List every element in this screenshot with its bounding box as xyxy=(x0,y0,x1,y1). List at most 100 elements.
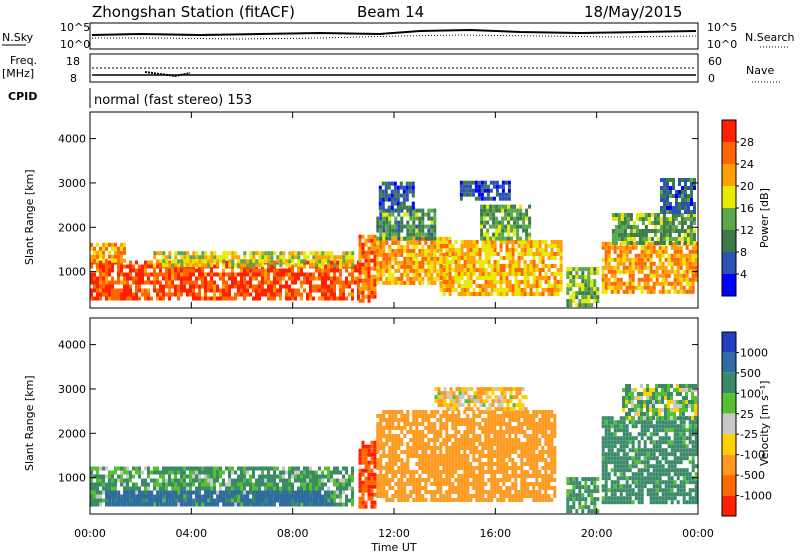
power-heatmap xyxy=(90,178,698,308)
heatmap-cell xyxy=(348,482,351,487)
heatmap-cell xyxy=(303,498,307,503)
heatmap-cell xyxy=(613,273,617,278)
heatmap-cell xyxy=(93,490,96,495)
heatmap-cell xyxy=(442,284,446,288)
heatmap-cell xyxy=(321,498,325,503)
heatmap-cell xyxy=(373,246,377,251)
heatmap-cell xyxy=(406,422,410,426)
heatmap-cell xyxy=(186,263,190,268)
heatmap-cell xyxy=(556,248,560,252)
heatmap-cell xyxy=(522,216,526,221)
heatmap-cell xyxy=(379,466,383,470)
heatmap-cell xyxy=(222,251,226,256)
heatmap-cell xyxy=(492,220,496,225)
heatmap-cell xyxy=(390,201,394,206)
heatmap-cell xyxy=(457,454,461,458)
heatmap-cell xyxy=(496,478,500,482)
heatmap-cell xyxy=(448,474,452,478)
heatmap-cell xyxy=(469,292,473,296)
heatmap-cell xyxy=(433,450,437,454)
heatmap-cell xyxy=(553,256,557,260)
heatmap-cell xyxy=(460,272,464,276)
heatmap-cell xyxy=(213,255,217,260)
heatmap-cell xyxy=(243,268,246,273)
heatmap-cell xyxy=(505,280,509,284)
heatmap-cell xyxy=(291,255,295,260)
heatmap-cell xyxy=(198,494,202,499)
heatmap-cell xyxy=(472,438,476,442)
heatmap-cell xyxy=(270,502,274,507)
heatmap-cell xyxy=(457,466,461,470)
heatmap-cell xyxy=(348,251,352,256)
heatmap-cell xyxy=(312,490,316,495)
heatmap-cell xyxy=(385,498,389,502)
heatmap-cell xyxy=(538,260,542,264)
heatmap-cell xyxy=(436,474,440,478)
heatmap-cell xyxy=(108,242,111,247)
heatmap-cell xyxy=(406,470,410,474)
heatmap-cell xyxy=(210,474,213,479)
heatmap-cell xyxy=(526,244,530,248)
heatmap-cell xyxy=(406,482,410,486)
heatmap-cell xyxy=(192,490,196,495)
heatmap-cell xyxy=(472,430,476,434)
heatmap-cell xyxy=(168,288,171,293)
heatmap-cell xyxy=(345,268,348,273)
heatmap-cell xyxy=(465,188,469,193)
heatmap-cell xyxy=(607,249,611,254)
heatmap-cell xyxy=(448,454,452,458)
heatmap-cell xyxy=(424,232,428,237)
heatmap-cell xyxy=(213,502,217,507)
heatmap-cell xyxy=(273,268,276,273)
heatmap-cell xyxy=(370,242,374,247)
heatmap-cell xyxy=(237,486,240,491)
heatmap-cell xyxy=(664,245,668,250)
heatmap-cell xyxy=(480,188,484,193)
heatmap-cell xyxy=(378,197,382,202)
heatmap-cell xyxy=(409,208,413,213)
heatmap-cell xyxy=(93,250,96,255)
heatmap-cell xyxy=(400,216,404,221)
heatmap-cell xyxy=(400,418,404,422)
heatmap-cell xyxy=(403,486,407,490)
heatmap-cell xyxy=(544,490,548,494)
heatmap-cell xyxy=(424,414,428,418)
heatmap-cell xyxy=(333,284,336,289)
heatmap-cell xyxy=(502,458,506,462)
heatmap-cell xyxy=(361,504,365,509)
heatmap-cell xyxy=(336,268,339,273)
heatmap-cell xyxy=(318,272,321,277)
heatmap-cell xyxy=(415,430,419,434)
heatmap-cell xyxy=(388,470,392,474)
heatmap-cell xyxy=(495,192,499,197)
heatmap-cell xyxy=(297,272,300,277)
heatmap-cell xyxy=(394,434,398,438)
heatmap-cell xyxy=(370,234,374,239)
heatmap-cell xyxy=(318,259,322,264)
heatmap-cell xyxy=(472,474,476,478)
heatmap-cell xyxy=(324,498,328,503)
heatmap-cell xyxy=(207,280,210,285)
heatmap-cell xyxy=(240,263,244,268)
heatmap-cell xyxy=(391,494,395,498)
heatmap-cell xyxy=(694,261,698,266)
heatmap-cell xyxy=(405,197,409,202)
heatmap-cell xyxy=(652,285,656,290)
heatmap-cell xyxy=(90,272,93,277)
heatmap-cell xyxy=(484,438,488,442)
heatmap-cell xyxy=(517,272,521,276)
heatmap-cell xyxy=(388,256,392,261)
heatmap-cell xyxy=(210,251,214,256)
heatmap-cell xyxy=(641,221,645,225)
heatmap-cell xyxy=(547,446,551,450)
heatmap-cell xyxy=(520,466,524,470)
heatmap-cell xyxy=(273,260,276,265)
heatmap-cell xyxy=(394,414,398,418)
heatmap-cell xyxy=(486,208,490,213)
heatmap-cell xyxy=(406,260,410,265)
heatmap-cell xyxy=(186,251,190,256)
heatmap-cell xyxy=(684,202,687,206)
heatmap-cell xyxy=(629,229,633,233)
heatmap-cell xyxy=(406,248,410,253)
heatmap-cell xyxy=(673,253,677,258)
